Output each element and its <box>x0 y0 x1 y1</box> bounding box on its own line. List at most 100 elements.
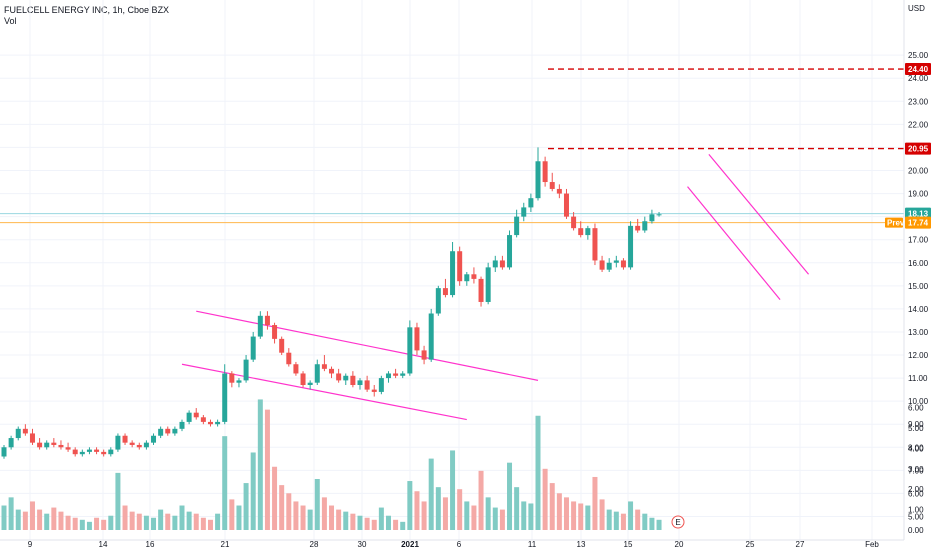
candle <box>464 271 470 286</box>
currency-label: USD <box>908 4 925 13</box>
earnings-icon <box>671 515 685 529</box>
price-tick-label: 5.00 <box>908 512 924 521</box>
time-tick-label: 25 <box>746 540 755 549</box>
candle-body <box>136 444 142 448</box>
volume-bar <box>485 497 491 530</box>
volume-bar <box>8 497 14 530</box>
volume-bar <box>620 513 626 530</box>
price-tick-label: 24.00 <box>908 74 929 83</box>
candle <box>421 345 427 365</box>
price-tick-label: 23.00 <box>908 97 929 106</box>
time-tick-label: 6 <box>457 540 462 549</box>
candle-body <box>286 352 292 365</box>
candle-body <box>200 417 206 422</box>
volume-bar <box>400 521 406 530</box>
volume-bar <box>136 513 142 530</box>
candle <box>293 361 299 376</box>
candle-body <box>571 216 577 229</box>
candle-body <box>499 260 505 268</box>
volume-bar <box>556 493 562 530</box>
candle <box>592 223 598 266</box>
time-tick-label: 28 <box>310 540 319 549</box>
volume-bar <box>22 511 28 530</box>
candle-body <box>450 251 456 296</box>
candle <box>122 433 128 445</box>
volume-bar <box>414 491 420 530</box>
candle <box>378 375 384 395</box>
volume-bar <box>606 509 612 530</box>
earnings-label: E <box>675 518 680 527</box>
candle-body <box>528 198 534 208</box>
candle-body <box>108 449 114 455</box>
earnings-marker[interactable]: E <box>671 515 685 529</box>
candle <box>86 447 92 455</box>
volume-bar <box>649 517 655 530</box>
candle <box>620 258 626 270</box>
volume-bar <box>371 519 377 530</box>
volume-bar <box>378 507 384 530</box>
time-tick-label: 16 <box>146 540 155 549</box>
candle-body <box>165 428 171 434</box>
candle-body <box>435 288 441 314</box>
candle <box>599 255 605 272</box>
volume-bar <box>250 452 256 530</box>
candle <box>136 442 142 450</box>
candle <box>635 218 641 233</box>
volume-bar <box>499 509 505 530</box>
time-tick-label: 15 <box>624 540 633 549</box>
volume-bar <box>172 515 178 530</box>
price-tick-label: 9.00 <box>908 420 924 429</box>
candle <box>649 209 655 224</box>
volume-bar <box>236 505 242 530</box>
candle-body <box>578 228 584 236</box>
price-tick-label: 7.00 <box>908 466 924 475</box>
candle <box>478 276 484 307</box>
volume-bar <box>44 513 50 530</box>
candle-body <box>620 260 626 268</box>
candle-body <box>649 214 655 222</box>
candle-body <box>442 288 448 296</box>
candle <box>165 426 171 436</box>
volume-bar <box>101 519 107 530</box>
candle <box>642 216 648 233</box>
volume-bar <box>549 483 555 530</box>
volume-bar <box>613 511 619 530</box>
candle-body <box>378 378 384 392</box>
channel-lines <box>181 153 810 421</box>
volume-bar <box>350 513 356 530</box>
candle-body <box>94 449 100 452</box>
volume-bar <box>37 509 43 530</box>
resistance-badge-bg <box>905 142 931 155</box>
price-tick-label: 11.00 <box>908 374 928 383</box>
candle <box>143 440 149 450</box>
previous-close-badge-text: 17.74 <box>908 219 929 228</box>
candle <box>371 385 377 397</box>
volume-axis: 0.00 1.00 2.00 3.00 4.00 5.00 6.00 <box>908 404 924 535</box>
volume-bar <box>514 487 520 530</box>
volume-bar <box>51 507 57 530</box>
volume-bar <box>158 509 164 530</box>
price-tick-label: 12.00 <box>908 351 929 360</box>
candle <box>563 188 569 219</box>
candle <box>44 440 50 450</box>
candle <box>1 444 7 459</box>
volume-tick-label: 3.00 <box>908 465 924 474</box>
volume-bar <box>29 501 35 530</box>
resistance-badge-text: 24.40 <box>908 65 929 74</box>
candle-body <box>492 260 498 268</box>
volume-bar <box>407 481 413 530</box>
volume-bar <box>592 476 598 530</box>
candle <box>15 426 21 441</box>
candle-body <box>407 327 413 374</box>
candle-body <box>44 442 50 448</box>
candle <box>243 355 249 383</box>
price-tick-label: 22.00 <box>908 120 929 129</box>
candle-body <box>22 428 28 434</box>
candle-body <box>336 373 342 381</box>
volume-bar <box>343 511 349 530</box>
candle-body <box>464 274 470 282</box>
candle-body <box>542 161 548 183</box>
candle-body <box>343 375 349 381</box>
